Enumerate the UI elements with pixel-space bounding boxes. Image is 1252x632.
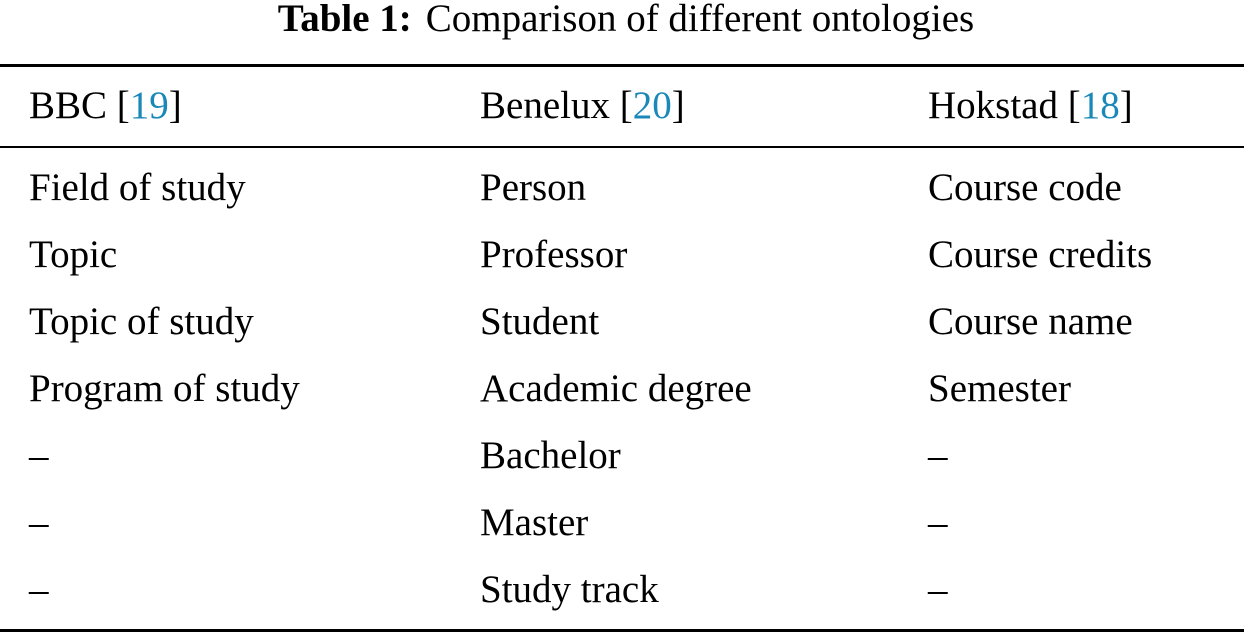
table-row: Topic of study Student Course name bbox=[0, 289, 1244, 355]
table-cell: Course code bbox=[928, 166, 1122, 209]
table-cell: Topic bbox=[29, 233, 118, 276]
table-cell: Topic of study bbox=[29, 300, 254, 343]
caption-label: Table 1: bbox=[277, 0, 412, 40]
table-cell: – bbox=[928, 568, 948, 611]
table-cell: Field of study bbox=[29, 166, 246, 209]
table-cell: – bbox=[29, 501, 49, 544]
table-cell: Course name bbox=[928, 300, 1133, 343]
citation-link[interactable]: 20 bbox=[632, 84, 672, 127]
table-row: Topic Professor Course credits bbox=[0, 222, 1244, 288]
table-header-rule bbox=[0, 146, 1244, 148]
table-cell: Semester bbox=[928, 367, 1071, 410]
header-name: Hokstad bbox=[928, 84, 1058, 127]
table-cell: Person bbox=[480, 166, 587, 209]
table-top-rule bbox=[0, 64, 1244, 67]
table-cell: Bachelor bbox=[480, 434, 621, 477]
table-row: Field of study Person Course code bbox=[0, 155, 1244, 221]
table-cell: Professor bbox=[480, 233, 628, 276]
table-cell: Study track bbox=[480, 568, 659, 611]
caption-text: Comparison of different ontologies bbox=[425, 0, 975, 40]
header-name: BBC bbox=[29, 84, 108, 127]
table-row: Program of study Academic degree Semeste… bbox=[0, 356, 1244, 422]
header-name: Benelux bbox=[480, 84, 610, 127]
table-cell: Master bbox=[480, 501, 589, 544]
header-cell-bbc: BBC [19] bbox=[29, 84, 182, 127]
table-caption: Table 1: Comparison of different ontologi… bbox=[0, 0, 1252, 44]
table-header-row: BBC [19] Benelux [20] Hokstad [18] bbox=[0, 73, 1244, 139]
table-row: – Study track – bbox=[0, 557, 1244, 623]
table-bottom-rule bbox=[0, 629, 1244, 632]
citation-link[interactable]: 19 bbox=[129, 84, 169, 127]
table-cell: Student bbox=[480, 300, 600, 343]
header-cell-benelux: Benelux [20] bbox=[480, 84, 685, 127]
table-cell: Course credits bbox=[928, 233, 1153, 276]
table-row: – Master – bbox=[0, 490, 1244, 556]
table-cell: Academic degree bbox=[480, 367, 752, 410]
table-cell: – bbox=[928, 501, 948, 544]
table-cell: Program of study bbox=[29, 367, 300, 410]
table-row: – Bachelor – bbox=[0, 423, 1244, 489]
citation-link[interactable]: 18 bbox=[1080, 84, 1120, 127]
header-cell-hokstad: Hokstad [18] bbox=[928, 84, 1133, 127]
table-cell: – bbox=[29, 568, 49, 611]
table-cell: – bbox=[928, 434, 948, 477]
table-cell: – bbox=[29, 434, 49, 477]
